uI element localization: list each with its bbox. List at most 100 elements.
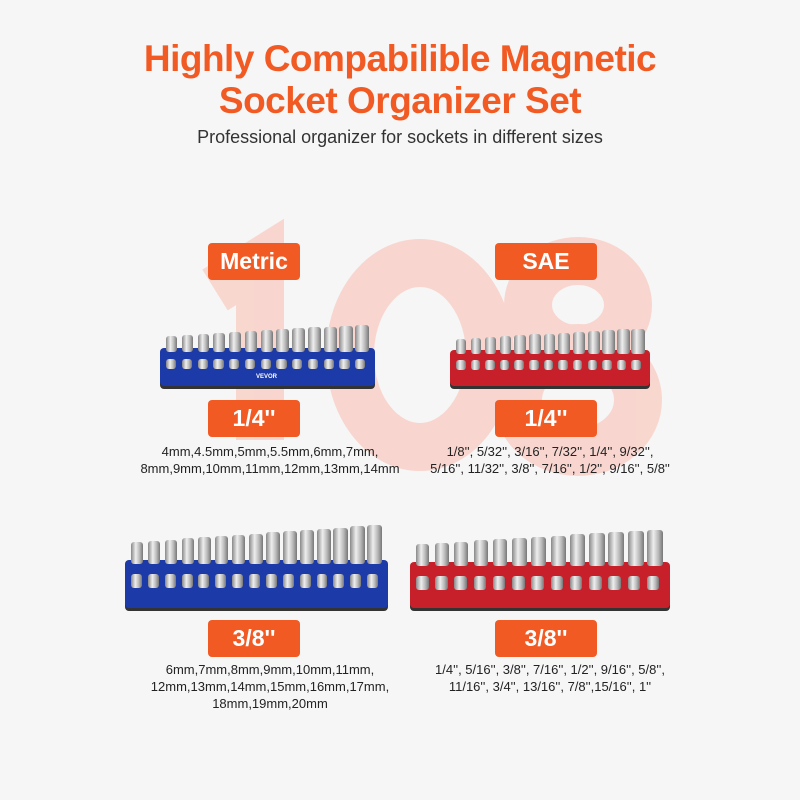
socket [631, 328, 645, 354]
brand-logo: VEVOR [256, 374, 278, 380]
sae-quarter-sizes: 1/8'', 5/32'', 3/16'', 7/32'', 1/4'', 9/… [430, 444, 670, 476]
socket [572, 331, 586, 354]
socket [229, 358, 240, 369]
socket [333, 527, 349, 564]
socket [299, 530, 314, 564]
metric-quarter-badge: 1/4'' [208, 400, 300, 437]
socket [260, 358, 271, 369]
socket [529, 334, 541, 354]
socket [485, 336, 496, 354]
socket [181, 538, 195, 564]
socket [213, 332, 226, 352]
socket [166, 335, 178, 352]
socket [198, 537, 212, 564]
socket [602, 359, 612, 370]
metric-threeeighths-sizes: 6mm,7mm,8mm,9mm,10mm,11mm, 12mm,13mm,14mm… [150, 662, 390, 711]
socket [215, 536, 229, 564]
socket [499, 336, 511, 354]
sae-badge: SAE [495, 243, 597, 280]
socket [244, 331, 258, 352]
socket [569, 576, 583, 590]
socket [229, 331, 242, 352]
socket [292, 328, 306, 352]
socket [265, 574, 277, 588]
socket [131, 542, 143, 564]
socket [589, 533, 605, 566]
socket [589, 576, 602, 590]
subtitle: Professional organizer for sockets in di… [197, 127, 603, 147]
socket [249, 533, 263, 564]
socket [608, 576, 621, 590]
socket [147, 574, 159, 588]
socket [333, 574, 345, 588]
socket [164, 574, 176, 588]
socket [550, 576, 564, 590]
socket [558, 359, 568, 370]
socket [232, 534, 246, 564]
socket [198, 574, 210, 588]
socket [166, 358, 177, 369]
socket [616, 329, 630, 354]
socket [602, 330, 615, 354]
socket [181, 358, 193, 369]
socket [485, 359, 495, 370]
socket [608, 532, 625, 566]
socket [164, 539, 178, 564]
socket [215, 574, 227, 588]
socket [627, 530, 644, 566]
socket [473, 540, 488, 566]
socket [350, 526, 366, 564]
socket [265, 532, 280, 564]
socket [416, 576, 429, 590]
socket [531, 576, 544, 590]
socket [147, 540, 160, 564]
socket [492, 539, 508, 566]
socket [307, 327, 322, 352]
socket [316, 574, 328, 588]
socket [646, 576, 660, 590]
socket [456, 338, 467, 354]
metric-threeeighths-tray-image [125, 525, 388, 608]
socket [355, 324, 370, 352]
socket [307, 358, 319, 369]
socket [627, 576, 641, 590]
socket [572, 359, 583, 370]
socket [350, 574, 362, 588]
socket [470, 359, 481, 370]
socket [276, 358, 287, 369]
socket [355, 358, 366, 369]
socket [323, 358, 334, 369]
metric-badge: Metric [208, 243, 300, 280]
socket [299, 574, 311, 588]
sae-threeeighths-tray-image [410, 529, 670, 608]
sae-threeeighths-sizes: 1/4'', 5/16'', 3/8'', 7/16'', 1/2'', 9/1… [435, 662, 665, 694]
socket [282, 574, 294, 588]
page-title: Highly Compabilible Magnetic Socket Organ… [143, 38, 657, 121]
socket [499, 359, 510, 370]
socket [543, 333, 556, 354]
sae-quarter-tray-image [450, 328, 650, 386]
socket [454, 541, 469, 566]
socket [367, 574, 379, 588]
socket [323, 326, 338, 352]
socket [435, 576, 448, 590]
socket [276, 329, 290, 352]
socket [339, 325, 354, 352]
socket [181, 334, 194, 352]
socket [492, 576, 506, 590]
socket [197, 358, 208, 369]
socket [316, 528, 332, 564]
socket [249, 574, 261, 588]
socket [616, 359, 627, 370]
sae-quarter-badge: 1/4'' [495, 400, 597, 437]
socket [543, 359, 554, 370]
socket [292, 358, 303, 369]
socket [587, 331, 600, 354]
socket [454, 576, 467, 590]
socket [282, 531, 297, 564]
socket [569, 534, 586, 566]
metric-threeeighths-badge: 3/8'' [208, 620, 300, 657]
socket [529, 359, 539, 370]
socket [260, 330, 274, 352]
socket [416, 544, 430, 566]
